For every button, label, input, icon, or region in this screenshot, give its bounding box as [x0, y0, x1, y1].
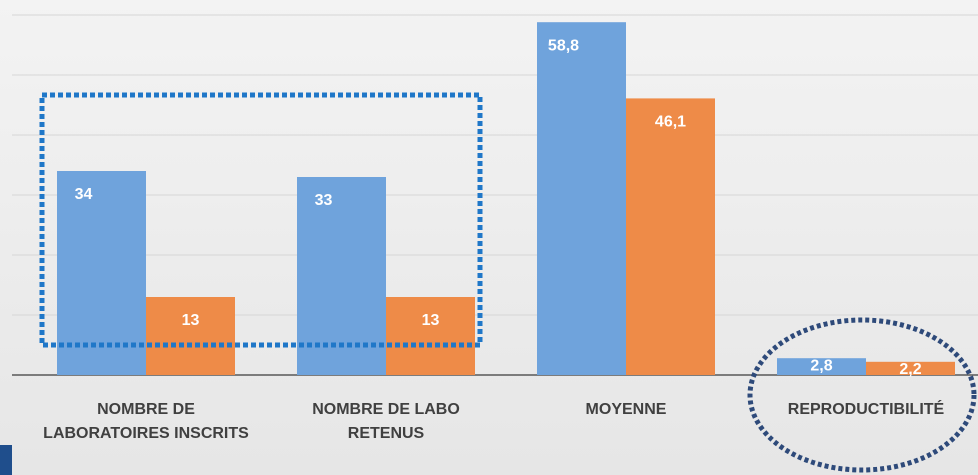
data-label: 13: [182, 312, 200, 329]
bar: [386, 297, 475, 375]
data-label: 46,1: [655, 114, 686, 131]
corner-strip: [0, 445, 12, 475]
x-tick-label: NOMBRE DE LABO RETENUS: [312, 401, 460, 442]
bar: [537, 22, 626, 375]
bar: [57, 171, 146, 375]
x-tick-label: REPRODUCTIBILITÉ: [787, 401, 945, 418]
data-label: 2,2: [899, 361, 921, 378]
highlight-box: [39, 92, 483, 348]
highlight-circle: [747, 317, 977, 473]
bar: [866, 361, 955, 375]
data-label: 34: [75, 186, 93, 203]
x-tick-label: MOYENNE: [585, 401, 667, 418]
bar: [626, 98, 715, 376]
bars: 34 13 33 13 58,8 46,1 2,8 2,2: [57, 22, 955, 378]
bar: [297, 177, 386, 375]
bar: [777, 358, 866, 375]
data-label: 58,8: [548, 37, 579, 54]
data-label: 33: [315, 192, 333, 209]
x-tick-label: NOMBRE DE LABORATOIRES INSCRITS: [43, 401, 249, 442]
data-label: 13: [422, 312, 440, 329]
bar: [146, 297, 235, 375]
data-label: 2,8: [810, 357, 832, 374]
